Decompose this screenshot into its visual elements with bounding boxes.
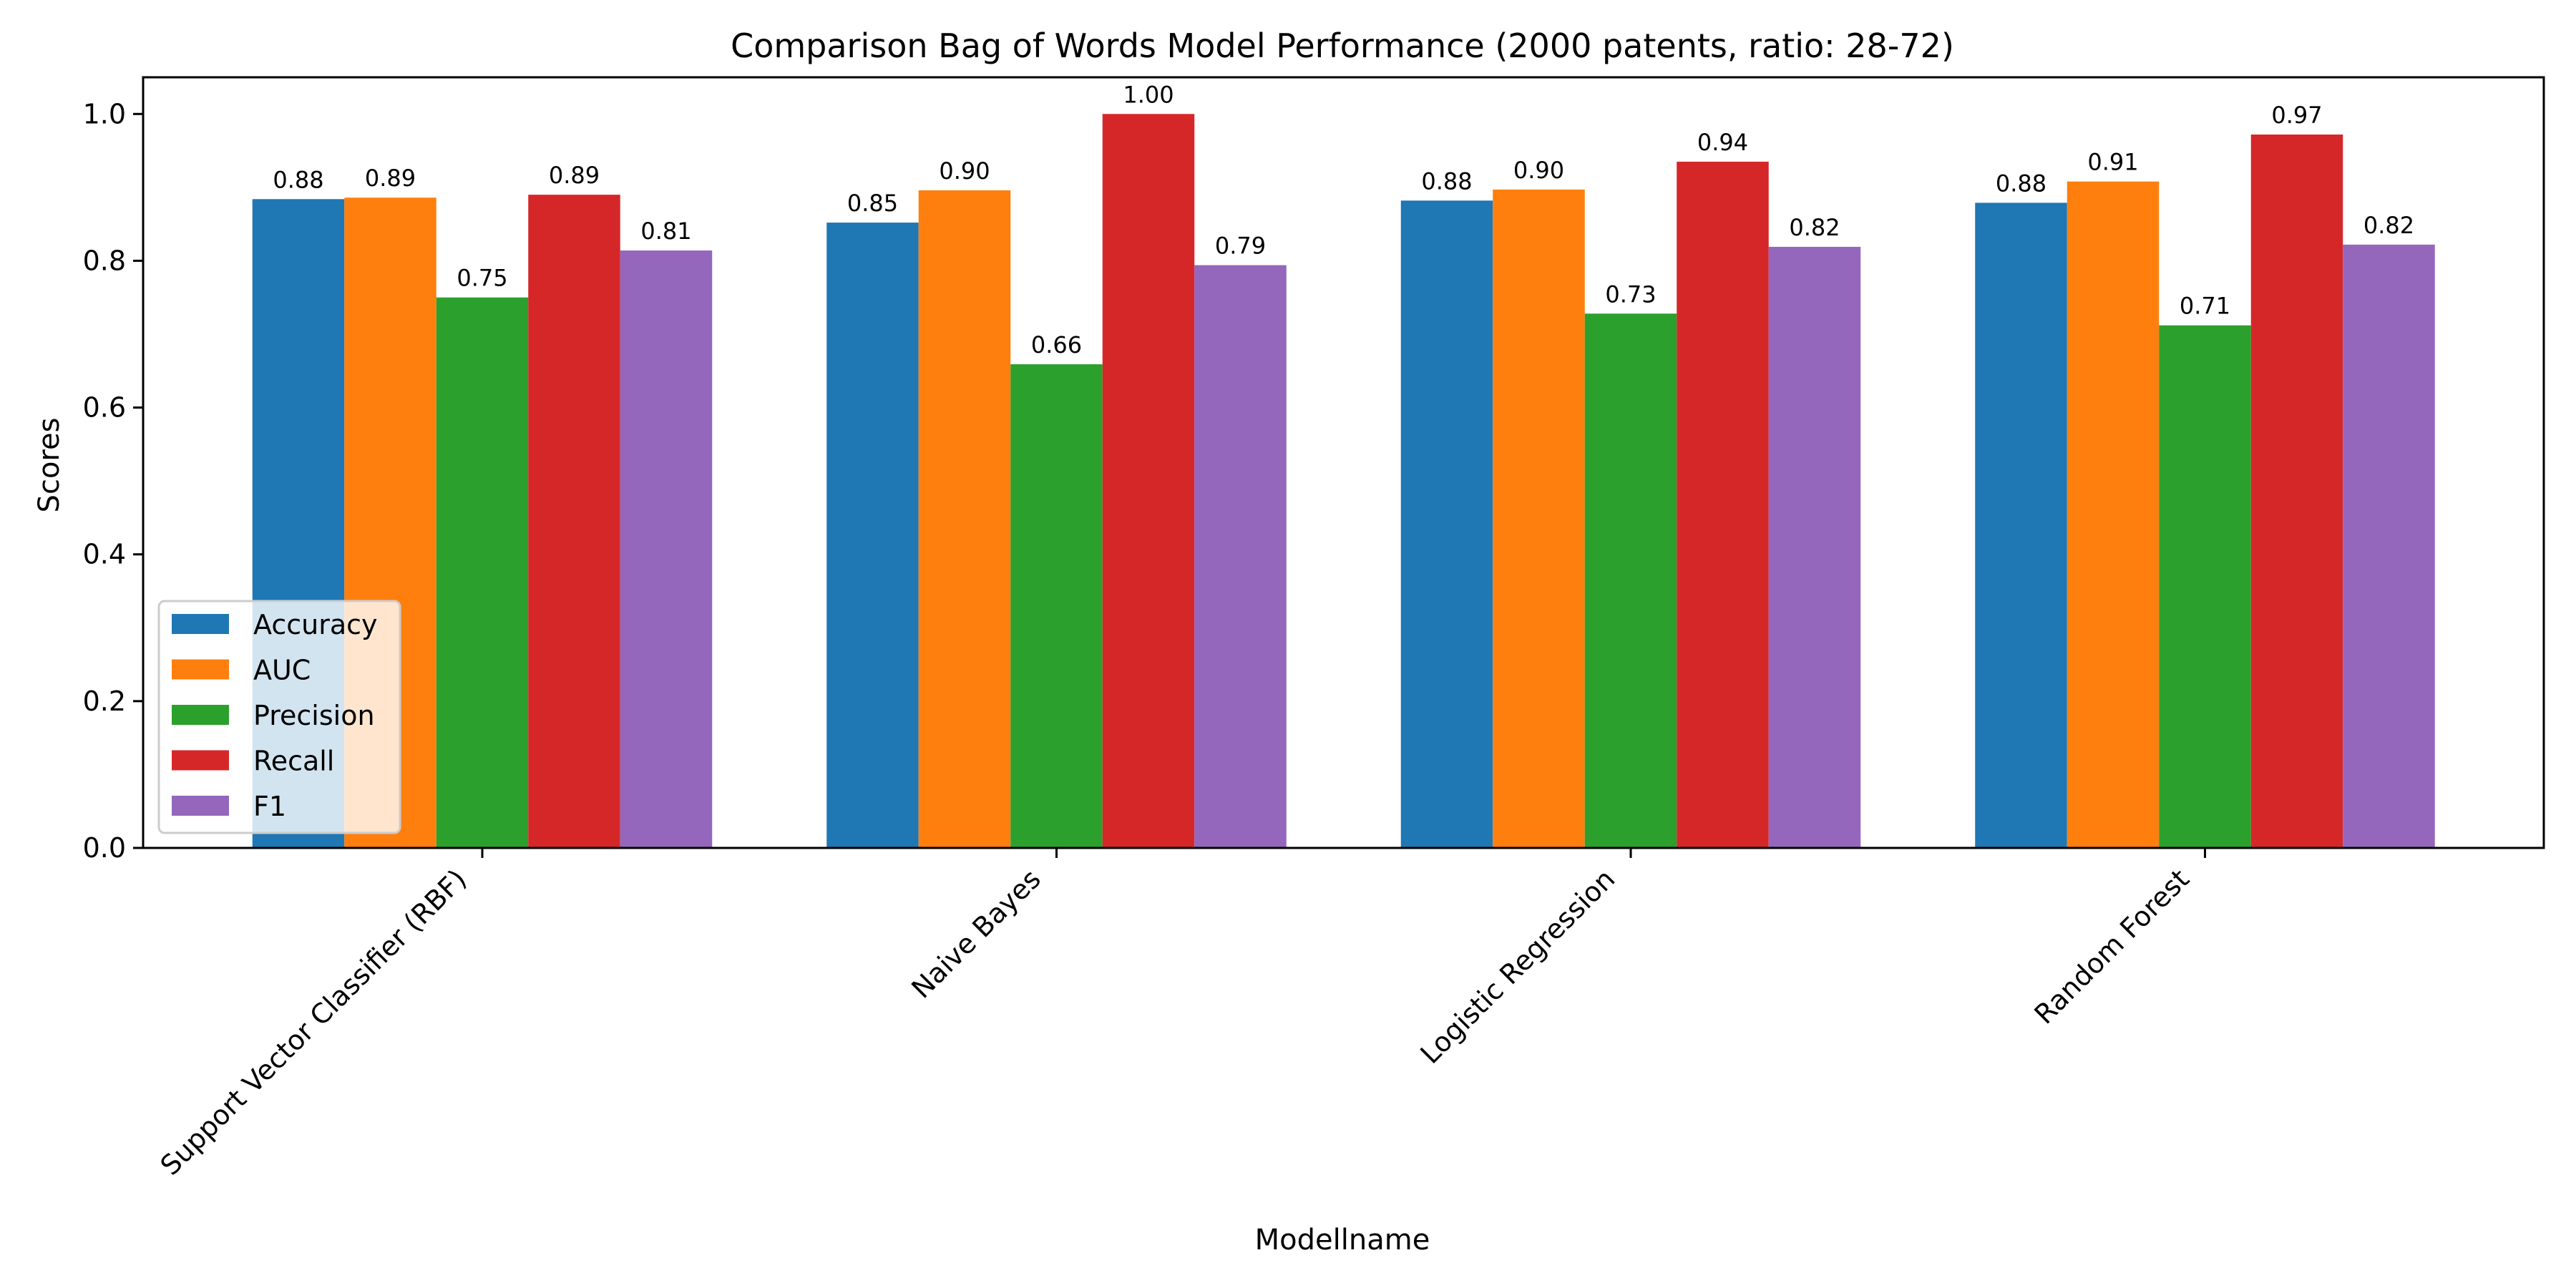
value-label-auc-2: 0.90 [1513, 157, 1564, 184]
bar-accuracy-2 [1401, 200, 1493, 848]
chart-title: Comparison Bag of Words Model Performanc… [731, 26, 1954, 65]
bar-auc-1 [919, 190, 1011, 848]
value-label-recall-0: 0.89 [549, 162, 600, 189]
value-label-accuracy-1: 0.85 [847, 190, 898, 217]
bar-f1-2 [1769, 247, 1861, 848]
legend-swatch-accuracy [172, 614, 229, 634]
bar-precision-0 [436, 298, 529, 848]
bar-accuracy-1 [826, 223, 919, 848]
bar-accuracy-3 [1975, 203, 2067, 848]
value-label-f1-1: 0.79 [1215, 233, 1266, 260]
bar-recall-0 [528, 195, 620, 848]
value-label-auc-1: 0.90 [939, 157, 990, 185]
value-label-precision-1: 0.66 [1031, 331, 1082, 358]
legend-swatch-auc [172, 660, 229, 680]
x-axis-label: Modellname [1255, 1224, 1430, 1257]
legend-label-f1: F1 [253, 791, 286, 822]
legend-swatch-f1 [172, 796, 229, 816]
value-label-accuracy-0: 0.88 [273, 166, 323, 193]
legend-swatch-recall [172, 751, 229, 771]
bar-f1-3 [2343, 245, 2435, 848]
legend-label-recall: Recall [253, 746, 334, 777]
bar-recall-2 [1677, 162, 1769, 848]
y-tick-label: 0.2 [83, 686, 126, 717]
bar-recall-1 [1103, 114, 1195, 848]
bar-f1-1 [1194, 265, 1287, 848]
value-label-accuracy-2: 0.88 [1421, 167, 1472, 195]
value-label-f1-3: 0.82 [2363, 212, 2414, 239]
value-label-f1-0: 0.81 [640, 218, 691, 245]
value-label-auc-0: 0.89 [365, 165, 416, 192]
y-tick-label: 0.6 [83, 392, 126, 424]
y-tick-label: 0.4 [83, 539, 126, 570]
bar-precision-2 [1585, 313, 1677, 848]
legend-label-auc: AUC [253, 655, 311, 686]
value-label-f1-2: 0.82 [1789, 214, 1840, 241]
bar-auc-3 [2067, 182, 2160, 848]
value-label-accuracy-3: 0.88 [1996, 170, 2046, 197]
bar-auc-2 [1493, 190, 1585, 848]
bar-recall-3 [2251, 135, 2343, 848]
value-label-precision-2: 0.73 [1605, 280, 1656, 308]
value-label-recall-3: 0.97 [2271, 102, 2322, 129]
y-tick-label: 1.0 [83, 98, 126, 130]
value-label-precision-0: 0.75 [457, 265, 507, 292]
legend-label-precision: Precision [253, 700, 375, 731]
bar-f1-0 [620, 250, 713, 848]
y-axis-label: Scores [33, 418, 66, 513]
value-label-recall-1: 1.00 [1123, 81, 1174, 108]
y-tick-label: 0.8 [83, 245, 126, 276]
value-label-precision-3: 0.71 [2180, 293, 2230, 320]
legend-label-accuracy: Accuracy [253, 609, 378, 640]
bar-precision-1 [1010, 364, 1103, 848]
y-tick-label: 0.0 [83, 832, 126, 864]
value-label-recall-2: 0.94 [1697, 129, 1748, 156]
value-label-auc-3: 0.91 [2087, 149, 2138, 176]
legend-swatch-precision [172, 705, 229, 725]
legend: Accuracy AUC Precision Recall F1 [159, 601, 400, 833]
bar-precision-3 [2159, 326, 2251, 848]
